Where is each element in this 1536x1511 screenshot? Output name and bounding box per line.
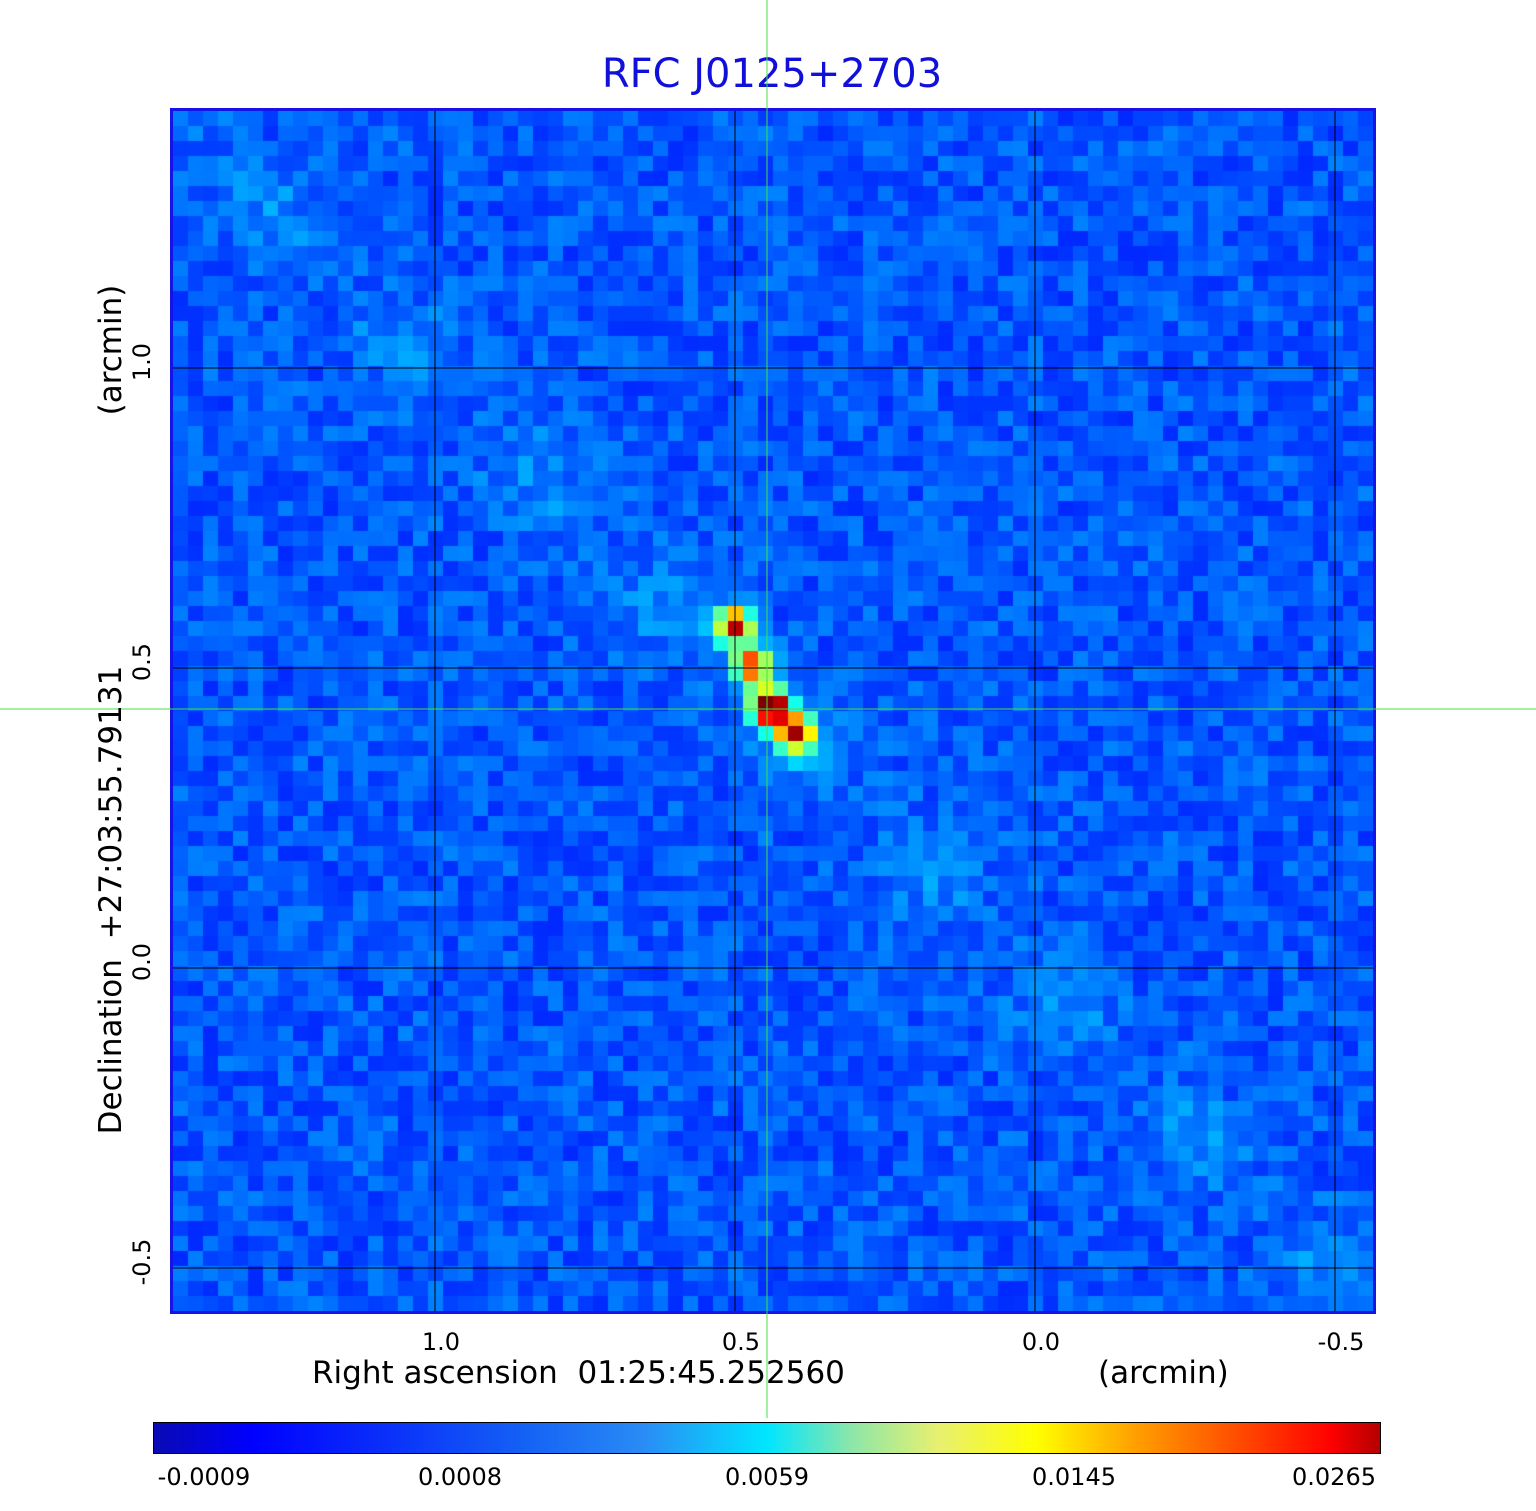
colorbar-tick-label: 0.0008 bbox=[418, 1463, 502, 1491]
x-tick-label: -0.5 bbox=[1317, 1328, 1365, 1356]
colorbar-tick-label: -0.0009 bbox=[157, 1463, 251, 1491]
y-tick-label: -0.5 bbox=[128, 1238, 156, 1286]
y-tick-label: 0.5 bbox=[128, 642, 156, 682]
colorbar bbox=[153, 1422, 1381, 1454]
x-tick-label: 0.0 bbox=[1021, 1328, 1061, 1356]
image-title: RFC J0125+2703 bbox=[601, 51, 943, 97]
y-tick-label: 1.0 bbox=[128, 342, 156, 382]
sky-image bbox=[173, 111, 1373, 1311]
x-axis-unit: (arcmin) bbox=[1098, 1355, 1229, 1391]
x-axis-label: Right ascension 01:25:45.252560 bbox=[312, 1355, 845, 1391]
x-tick-label: 1.0 bbox=[421, 1328, 461, 1356]
y-axis-unit: (arcmin) bbox=[93, 284, 129, 416]
x-tick-label: 0.5 bbox=[721, 1328, 761, 1356]
colorbar-tick-label: 0.0265 bbox=[1292, 1463, 1376, 1491]
colorbar-tick-label: 0.0059 bbox=[725, 1463, 809, 1491]
y-tick-label: 0.0 bbox=[128, 942, 156, 982]
sky-image-panel[interactable] bbox=[170, 108, 1376, 1314]
colorbar-tick-label: 0.0145 bbox=[1032, 1463, 1116, 1491]
y-axis-label: Declination +27:03:55.79131 bbox=[93, 665, 129, 1135]
